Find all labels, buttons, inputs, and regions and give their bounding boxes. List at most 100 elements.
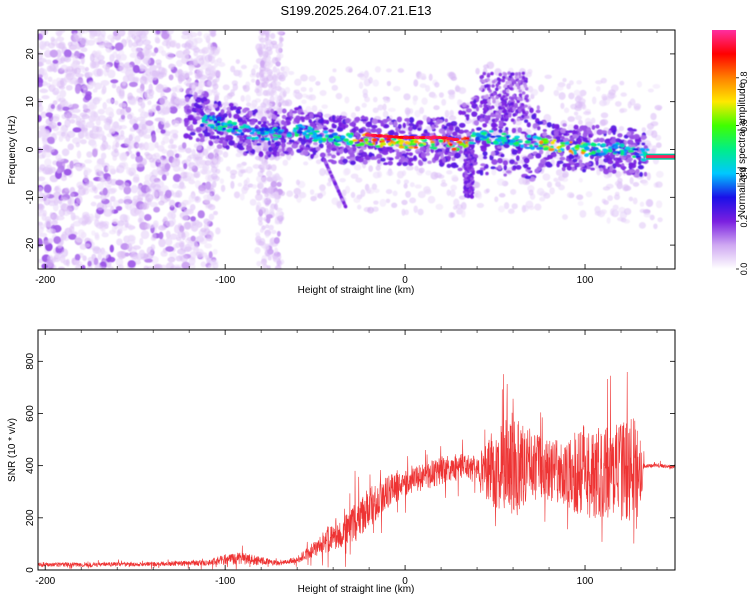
spectrogram-cell [327,143,333,150]
spectrogram-cell [606,217,611,224]
spectrogram-cell [426,116,431,123]
spectrogram-cell [302,149,309,156]
spectrogram-cell [89,33,95,40]
spectrogram-cell [53,90,59,95]
spectrogram-cell [246,118,251,122]
spectrogram-cell [397,123,402,130]
spectrogram-cell [371,118,378,125]
spectrogram-cell [438,92,444,98]
spectrogram-cell [338,121,342,127]
spectrogram-cell [408,146,415,149]
spectrogram-cell [275,81,282,86]
spectrogram-cell [632,155,636,159]
spectrogram-cell [216,144,223,150]
spectrogram-cell [367,206,374,214]
spectrogram-cell [538,84,545,93]
spectrogram-cell [255,79,260,86]
spectrogram-cell [50,104,55,110]
spectrogram-cell [497,145,502,149]
spectrogram-cell [479,87,483,91]
spectrogram-cell [58,241,64,247]
spectrogram-cell [474,120,480,126]
spectrogram-cell [524,175,532,180]
spectrogram-cell [114,58,122,63]
spectrogram-cell [45,59,52,65]
spectrogram-cell [349,160,356,166]
spectrogram-cell [161,67,168,76]
spectrogram-cell [553,130,559,137]
spectrogram-cell [628,196,634,202]
spectrogram-cell [52,100,58,106]
spectrogram-cell [260,137,266,142]
spectrogram-cell [234,133,241,136]
spectrogram-cell [194,73,201,80]
spectrogram-cell [74,163,81,169]
spectrogram-cell [498,193,506,198]
spectrogram-cell [470,168,474,172]
spectrogram-cell [151,133,157,143]
spectrogram-cell [262,148,268,152]
spectrogram-cell [84,66,89,72]
spectrogram-cell [578,177,583,183]
spectrogram-cell [181,142,187,149]
spectrogram-cell [203,194,212,201]
spectrogram-cell [126,234,136,241]
spectrogram-cell [109,195,116,202]
spectrogram-cell [524,146,532,150]
spectrogram-cell [264,249,271,257]
spectrogram-cell [335,92,343,100]
spectrogram-cell [324,161,328,165]
spectrogram-cell [458,110,463,115]
spectrogram-cell [635,168,640,174]
spectrogram-cell [235,108,241,114]
spectrogram-cell [327,159,335,163]
spectrogram-cell [77,229,85,237]
spectrogram-cell [292,127,300,130]
spectrogram-cell [317,192,323,199]
spectrogram-cell [480,113,484,118]
spectrogram-cell [106,176,112,185]
spectrogram-cell [418,159,422,165]
spectrogram-cell [417,208,424,216]
spectrogram-cell [115,142,120,148]
spectrogram-cell [653,223,658,230]
spectrogram-cell [300,139,306,146]
spectrogram-cell [177,248,186,255]
spectrogram-cell [214,193,220,202]
spectrogram-cell [555,179,561,188]
spectrogram-cell [576,94,583,101]
spectrogram-cell [102,102,107,110]
spectrogram-cell [528,153,532,159]
spectrogram-cell [195,127,202,132]
spectrogram-cell [105,259,112,269]
spectrogram-cell [57,121,62,127]
spectrogram-cell [199,123,205,128]
spectrogram-cell [363,137,369,142]
spectrogram-cell [421,73,427,79]
spectrogram-cell [560,136,565,140]
spectrogram-cell [491,168,497,176]
spectrogram-cell [276,151,280,157]
spectrogram-cell [495,135,502,138]
spectrogram-cell [446,163,452,169]
spectrogram-cell [218,157,224,163]
spectrogram-cell [433,155,439,161]
spectrogram-cell [576,128,583,132]
spectrogram-cell [521,91,526,95]
spectrogram-cell [555,169,563,176]
spectrogram-cell [225,135,232,140]
spectrogram-cell [51,213,59,223]
spectrogram-cell [412,97,417,106]
spectrogram-cell [513,161,518,165]
spectrogram-cell [434,122,439,126]
spectrogram-cell [602,148,609,153]
spectrogram-cell [413,205,418,213]
spectrogram-cell [60,64,69,71]
spectrogram-cell [159,191,164,196]
spectrogram-cell [358,81,364,90]
spectrogram-cell [257,120,262,125]
spectrogram-cell [140,230,150,240]
spectrogram-cell [295,179,301,186]
spectrogram-cell [503,72,508,77]
spectrogram-cell [428,73,433,81]
